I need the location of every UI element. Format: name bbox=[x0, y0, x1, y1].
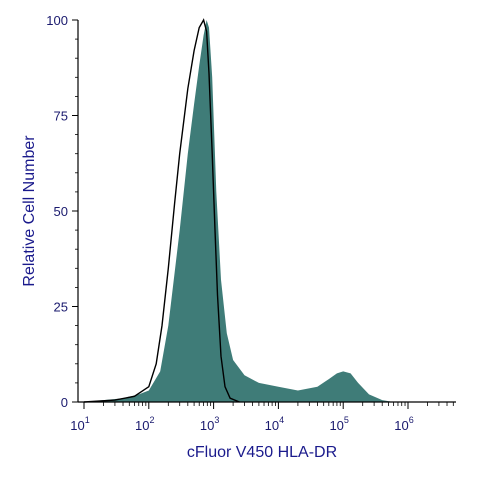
x-tick-label: 103 bbox=[200, 415, 219, 433]
y-axis-title: Relative Cell Number bbox=[21, 135, 38, 287]
x-tick-label: 104 bbox=[265, 415, 284, 433]
ticks-layer: 0 25 50 75 100 101 102 103 104 105 106 bbox=[46, 13, 454, 433]
x-tick-label: 106 bbox=[394, 415, 413, 433]
y-tick-label: 25 bbox=[54, 300, 68, 315]
x-tick-label: 105 bbox=[329, 415, 348, 433]
y-tick-label: 0 bbox=[61, 395, 68, 410]
y-tick-label: 75 bbox=[54, 109, 68, 124]
series-layer bbox=[83, 18, 394, 403]
filled-histogram-area bbox=[84, 20, 394, 402]
x-axis-title: cFluor V450 HLA-DR bbox=[187, 444, 337, 461]
outline-histogram-line bbox=[83, 18, 240, 403]
y-tick-label: 50 bbox=[54, 204, 68, 219]
y-tick-label: 100 bbox=[46, 13, 68, 28]
x-tick-label: 102 bbox=[135, 415, 154, 433]
x-tick-label: 101 bbox=[70, 415, 89, 433]
axes-layer bbox=[77, 20, 456, 403]
